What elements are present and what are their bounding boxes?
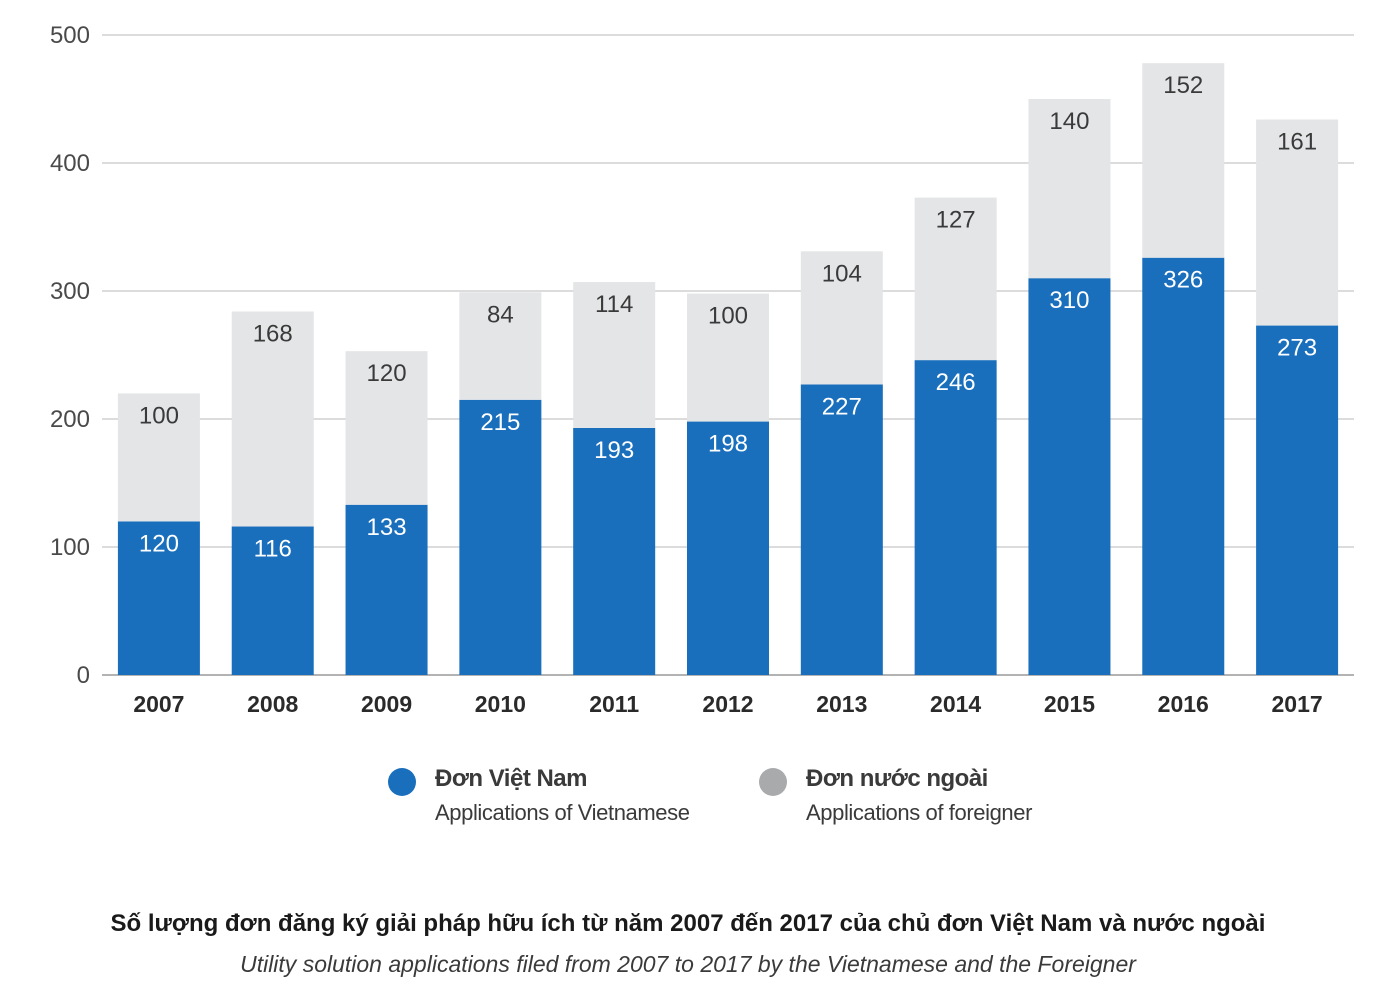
bar-vietnamese: [687, 421, 769, 675]
data-label-vietnamese: 116: [254, 536, 292, 563]
bar-foreigner: [573, 282, 656, 428]
y-tick-label: 500: [50, 22, 90, 49]
data-label-vietnamese: 133: [367, 514, 407, 541]
x-tick-label: 2015: [1044, 691, 1095, 717]
legend-title-vietnamese: Đơn Việt Nam: [435, 765, 587, 792]
data-label-foreigner: 152: [1163, 72, 1203, 99]
chart-caption: Số lượng đơn đăng ký giải pháp hữu ích t…: [110, 910, 1266, 937]
stacked-bar-chart: 0 100 200 300 400 500 120 100 116 168 133 120 215 84…: [50, 22, 1354, 717]
legend-subtitle-vietnamese: Applications of Vietnamese: [435, 800, 690, 825]
legend-subtitle-foreigner: Applications of foreigner: [806, 800, 1033, 825]
x-tick-label: 2010: [475, 691, 526, 717]
data-label-foreigner: 161: [1277, 128, 1317, 155]
bar-foreigner: [800, 251, 883, 385]
y-tick-label: 400: [50, 150, 90, 177]
y-tick-label: 200: [50, 406, 90, 433]
bar-vietnamese: [573, 427, 656, 675]
legend-swatch-vietnamese: [388, 768, 416, 796]
bar-vietnamese: [345, 504, 428, 675]
bar-vietnamese: [117, 521, 200, 675]
bar-foreigner: [1142, 63, 1225, 258]
bar-vietnamese: [1142, 257, 1225, 675]
data-label-vietnamese: 215: [480, 409, 520, 436]
data-label-foreigner: 100: [139, 402, 179, 429]
bar-foreigner: [459, 292, 542, 400]
bar-vietnamese: [800, 384, 883, 675]
bar-foreigner: [117, 393, 200, 522]
data-label-vietnamese: 326: [1163, 267, 1203, 294]
x-tick-label: 2007: [133, 691, 184, 717]
data-label-foreigner: 127: [936, 207, 976, 234]
chart-caption-english: Utility solution applications filed from…: [240, 951, 1136, 977]
bar-vietnamese: [459, 399, 542, 675]
data-label-foreigner: 140: [1049, 108, 1089, 135]
data-label-vietnamese: 310: [1049, 287, 1089, 314]
bar-foreigner: [1028, 99, 1111, 279]
data-label-vietnamese: 198: [708, 431, 748, 458]
x-tick-label: 2016: [1158, 691, 1209, 717]
data-label-foreigner: 84: [487, 301, 514, 328]
bar-foreigner: [914, 197, 997, 361]
y-tick-label: 300: [50, 278, 90, 305]
data-label-foreigner: 100: [708, 303, 748, 330]
bar-vietnamese: [914, 360, 997, 675]
x-tick-label: 2011: [589, 691, 639, 717]
bar-foreigner: [345, 351, 428, 505]
x-axis-ticks: 2007 2008 2009 2010 2011 2012 2013 2014 2015 2016…: [133, 691, 1322, 717]
x-tick-label: 2008: [247, 691, 298, 717]
data-label-vietnamese: 120: [139, 530, 179, 557]
data-label-foreigner: 168: [253, 320, 293, 347]
y-tick-label: 100: [50, 534, 90, 561]
bar-vietnamese: [231, 526, 314, 675]
bar-foreigner: [687, 293, 769, 422]
x-tick-label: 2012: [702, 691, 753, 717]
data-label-foreigner: 104: [822, 260, 862, 287]
bar-vietnamese: [1256, 325, 1339, 675]
data-label-vietnamese: 193: [594, 437, 634, 464]
legend-title-foreigner: Đơn nước ngoài: [806, 765, 988, 792]
bar-vietnamese: [1028, 278, 1111, 675]
bar-foreigner: [231, 311, 314, 527]
data-label-vietnamese: 227: [822, 393, 862, 420]
data-label-vietnamese: 273: [1277, 335, 1317, 362]
x-tick-label: 2017: [1272, 691, 1323, 717]
data-label-vietnamese: 246: [936, 369, 976, 396]
x-tick-label: 2009: [361, 691, 412, 717]
legend: Đơn Việt Nam Applications of Vietnamese …: [0, 762, 1376, 842]
y-tick-label: 0: [77, 662, 90, 689]
data-label-foreigner: 114: [595, 291, 633, 318]
bar-foreigner: [1256, 119, 1339, 326]
bars: [117, 63, 1339, 675]
x-tick-label: 2013: [816, 691, 867, 717]
y-axis-ticks: 0 100 200 300 400 500: [50, 22, 90, 689]
data-labels: 120 100 116 168 133 120 215 84 193 114 198 100 227 10…: [139, 72, 1317, 562]
x-tick-label: 2014: [930, 691, 981, 717]
legend-swatch-foreigner: [759, 768, 787, 796]
data-label-foreigner: 120: [367, 360, 407, 387]
